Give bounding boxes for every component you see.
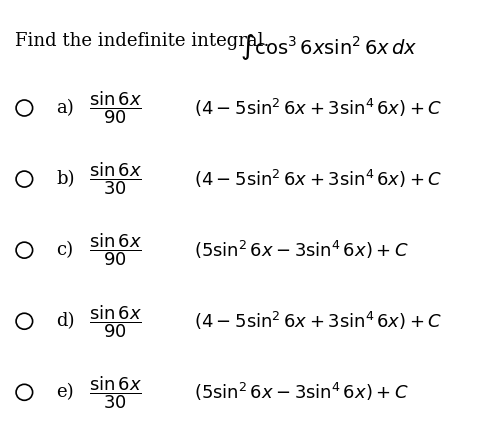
Text: $\left(4 - 5\sin^2 6x + 3\sin^4 6x\right) + C$: $\left(4 - 5\sin^2 6x + 3\sin^4 6x\right… xyxy=(194,310,442,332)
Text: $\left(5\sin^2 6x - 3\sin^4 6x\right) + C$: $\left(5\sin^2 6x - 3\sin^4 6x\right) + … xyxy=(194,381,409,403)
Text: $\dfrac{\sin 6x}{30}$: $\dfrac{\sin 6x}{30}$ xyxy=(89,161,142,198)
Text: $\dfrac{\sin 6x}{30}$: $\dfrac{\sin 6x}{30}$ xyxy=(89,374,142,411)
Text: a): a) xyxy=(56,99,74,117)
Text: $\dfrac{\sin 6x}{90}$: $\dfrac{\sin 6x}{90}$ xyxy=(89,232,142,269)
Text: c): c) xyxy=(56,241,74,259)
Text: Find the indefinite integral.: Find the indefinite integral. xyxy=(15,33,270,51)
Text: e): e) xyxy=(56,384,74,401)
Text: $\dfrac{\sin 6x}{90}$: $\dfrac{\sin 6x}{90}$ xyxy=(89,303,142,340)
Text: $\dfrac{\sin 6x}{90}$: $\dfrac{\sin 6x}{90}$ xyxy=(89,90,142,127)
Text: $\int \cos^3 6x \sin^2 6x\, dx$: $\int \cos^3 6x \sin^2 6x\, dx$ xyxy=(240,33,417,63)
Text: d): d) xyxy=(56,312,75,330)
Text: $\left(4 - 5\sin^2 6x + 3\sin^4 6x\right) + C$: $\left(4 - 5\sin^2 6x + 3\sin^4 6x\right… xyxy=(194,97,442,119)
Text: b): b) xyxy=(56,170,75,188)
Text: $\left(5\sin^2 6x - 3\sin^4 6x\right) + C$: $\left(5\sin^2 6x - 3\sin^4 6x\right) + … xyxy=(194,239,409,261)
Text: $\left(4 - 5\sin^2 6x + 3\sin^4 6x\right) + C$: $\left(4 - 5\sin^2 6x + 3\sin^4 6x\right… xyxy=(194,168,442,190)
